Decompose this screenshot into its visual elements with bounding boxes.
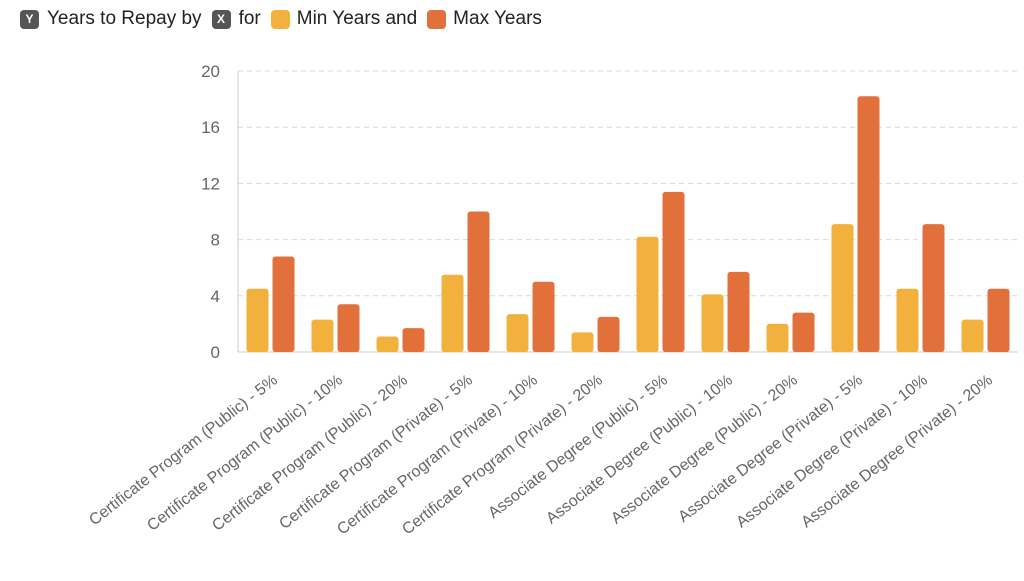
y-axis-badge[interactable]: Y — [20, 9, 39, 29]
bar-max-years[interactable] — [532, 281, 555, 352]
legend-max-label: Max Years — [453, 8, 542, 29]
y-tick-label: 8 — [211, 231, 220, 250]
y-tick-label: 12 — [201, 174, 220, 193]
bar-max-years[interactable] — [402, 328, 425, 352]
bar-max-years[interactable] — [467, 211, 490, 353]
legend-min-swatch[interactable] — [270, 9, 290, 29]
legend-min-label: Min Years and — [296, 8, 418, 29]
bar-min-years[interactable] — [571, 332, 594, 352]
y-tick-label: 16 — [201, 118, 220, 137]
x-axis-label: for — [238, 8, 261, 29]
bar-min-years[interactable] — [311, 319, 334, 352]
chart-header: Y Years to Repay by X for Min Years and … — [20, 6, 552, 32]
bar-max-years[interactable] — [922, 224, 945, 352]
bar-min-years[interactable] — [506, 314, 529, 352]
y-tick-label: 20 — [201, 62, 220, 81]
bar-max-years[interactable] — [337, 304, 360, 352]
bar-max-years[interactable] — [792, 312, 815, 352]
bar-min-years[interactable] — [961, 319, 984, 352]
bar-min-years[interactable] — [441, 274, 464, 352]
bar-min-years[interactable] — [636, 236, 659, 352]
bar-min-years[interactable] — [376, 336, 399, 352]
bar-min-years[interactable] — [896, 288, 919, 352]
bar-min-years[interactable] — [246, 288, 269, 352]
bar-max-years[interactable] — [597, 316, 620, 352]
bar-max-years[interactable] — [987, 288, 1010, 352]
bar-max-years[interactable] — [662, 191, 685, 352]
legend-max-swatch[interactable] — [427, 9, 447, 29]
bar-max-years[interactable] — [727, 271, 750, 352]
bar-min-years[interactable] — [766, 323, 789, 352]
y-tick-label: 4 — [211, 287, 220, 306]
bar-max-years[interactable] — [272, 256, 295, 352]
bar-min-years[interactable] — [831, 224, 854, 352]
y-tick-label: 0 — [211, 343, 220, 362]
bar-max-years[interactable] — [857, 96, 880, 352]
bar-min-years[interactable] — [701, 294, 724, 352]
y-axis-label: Years to Repay by — [47, 8, 202, 29]
x-axis-badge[interactable]: X — [211, 9, 231, 29]
